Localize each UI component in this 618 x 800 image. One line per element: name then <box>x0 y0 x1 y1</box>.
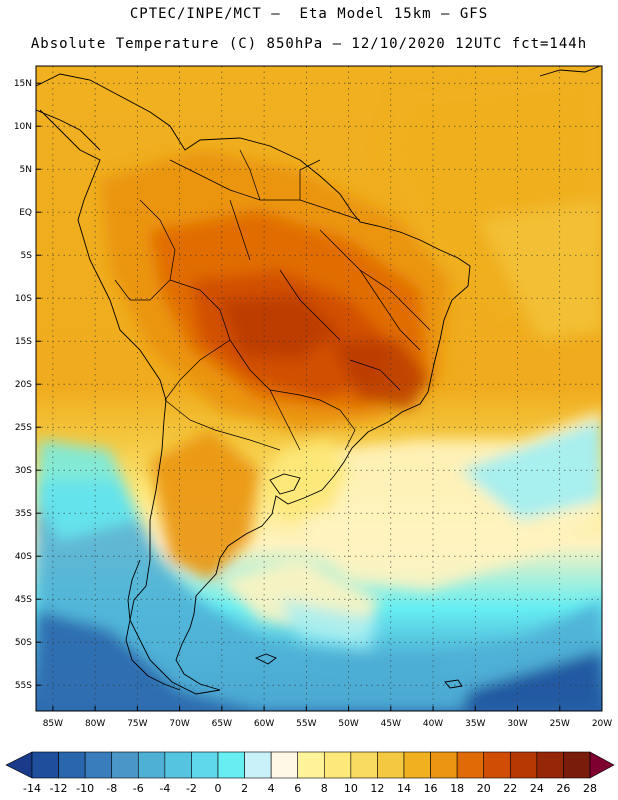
colorbar-arrow-high <box>589 751 615 779</box>
lat-tick-label: 30S <box>15 466 32 476</box>
lat-tick-label: EQ <box>19 208 32 218</box>
colorbar-label: 22 <box>503 782 517 795</box>
colorbar-box <box>483 751 511 779</box>
lon-tick-label: 50W <box>338 719 358 729</box>
lat-tick-label: 45S <box>15 595 32 605</box>
color-bar-labels: -14 -12 -10 -8 -6 -4 -2 0 2 4 6 8 10 12 14 16 18 20 22 24 26… <box>23 782 597 795</box>
lat-tick-label: 10S <box>15 294 32 304</box>
lon-tick-label: 70W <box>169 719 189 729</box>
lon-tick-label: 30W <box>507 719 527 729</box>
colorbar-label: 8 <box>321 782 328 795</box>
map-subtitle: Absolute Temperature (C) 850hPa – 12/10/… <box>30 36 588 52</box>
lon-tick-label: 65W <box>212 719 232 729</box>
map-title: CPTEC/INPE/MCT – Eta Model 15km – GFS <box>129 6 489 22</box>
lat-tick-label: 5S <box>21 251 33 261</box>
lon-tick-label: 75W <box>127 719 147 729</box>
colorbar-arrow-low <box>5 751 33 779</box>
longitude-labels: 85W 80W 75W 70W 65W 60W 55W 50W 45W 40W 35W 30W 25W 2… <box>43 706 612 729</box>
colorbar-box <box>377 751 405 779</box>
colorbar-box <box>430 751 458 779</box>
latitude-labels: 15N 10N 5N EQ 5S 10S 15S 20S 25S 30S 35S 40S 45S 50S 5… <box>14 79 41 691</box>
colorbar-box <box>244 751 272 779</box>
colorbar-box <box>58 751 86 779</box>
lon-tick-label: 25W <box>550 719 570 729</box>
colorbar-box <box>191 751 219 779</box>
lat-tick-label: 15S <box>15 337 32 347</box>
colorbar-box <box>323 751 352 779</box>
colorbar-box <box>563 751 591 779</box>
colorbar-label: 0 <box>215 782 222 795</box>
colorbar-box <box>164 751 192 779</box>
colorbar-box <box>456 751 485 779</box>
colorbar-label: 28 <box>583 782 597 795</box>
colorbar-box <box>297 751 325 779</box>
lon-tick-label: 55W <box>296 719 316 729</box>
lon-tick-label: 40W <box>423 719 443 729</box>
colorbar-label: 26 <box>556 782 570 795</box>
colorbar-label: 4 <box>268 782 275 795</box>
colorbar-box <box>84 751 113 779</box>
colorbar-label: -4 <box>159 782 170 795</box>
colorbar-box <box>403 751 431 779</box>
lat-tick-label: 40S <box>15 552 32 562</box>
colorbar-label: -14 <box>23 782 41 795</box>
lon-tick-label: 45W <box>381 719 401 729</box>
colorbar-label: -10 <box>76 782 94 795</box>
colorbar-label: -6 <box>133 782 144 795</box>
lon-tick-label: 35W <box>465 719 485 729</box>
colorbar-label: 20 <box>477 782 491 795</box>
colorbar-label: -12 <box>50 782 68 795</box>
colorbar-label: 10 <box>344 782 358 795</box>
lat-tick-label: 25S <box>15 423 32 433</box>
coastlines <box>36 66 601 695</box>
lon-tick-label: 60W <box>254 719 274 729</box>
lat-tick-label: 35S <box>15 509 32 519</box>
colorbar-label: 18 <box>450 782 464 795</box>
colorbar-label: 2 <box>241 782 248 795</box>
colorbar-box <box>270 751 299 779</box>
lat-tick-label: 20S <box>15 380 32 390</box>
lon-tick-label: 85W <box>43 719 63 729</box>
graticule <box>36 66 602 711</box>
colorbar-box <box>31 751 59 779</box>
colorbar-label: 12 <box>370 782 384 795</box>
map-frame <box>35 65 603 712</box>
color-bar <box>5 751 615 779</box>
lat-tick-label: 10N <box>14 122 32 132</box>
colorbar-label: 14 <box>397 782 411 795</box>
lat-tick-label: 50S <box>15 638 32 648</box>
colorbar-box <box>350 751 378 779</box>
colorbar-box <box>137 751 166 779</box>
lon-tick-label: 80W <box>85 719 105 729</box>
colorbar-label: -8 <box>106 782 117 795</box>
lat-tick-label: 55S <box>15 681 32 691</box>
colorbar-label: 16 <box>424 782 438 795</box>
colorbar-box <box>217 751 245 779</box>
lat-tick-label: 5N <box>20 165 32 175</box>
temperature-field <box>36 66 602 711</box>
colorbar-box <box>111 751 139 779</box>
lon-tick-label: 20W <box>592 719 612 729</box>
colorbar-label: 24 <box>530 782 544 795</box>
colorbar-box <box>509 751 538 779</box>
lat-tick-label: 15N <box>14 79 32 89</box>
country-borders <box>114 149 431 451</box>
colorbar-box <box>536 751 564 779</box>
colorbar-label: -2 <box>186 782 197 795</box>
colorbar-label: 6 <box>294 782 301 795</box>
